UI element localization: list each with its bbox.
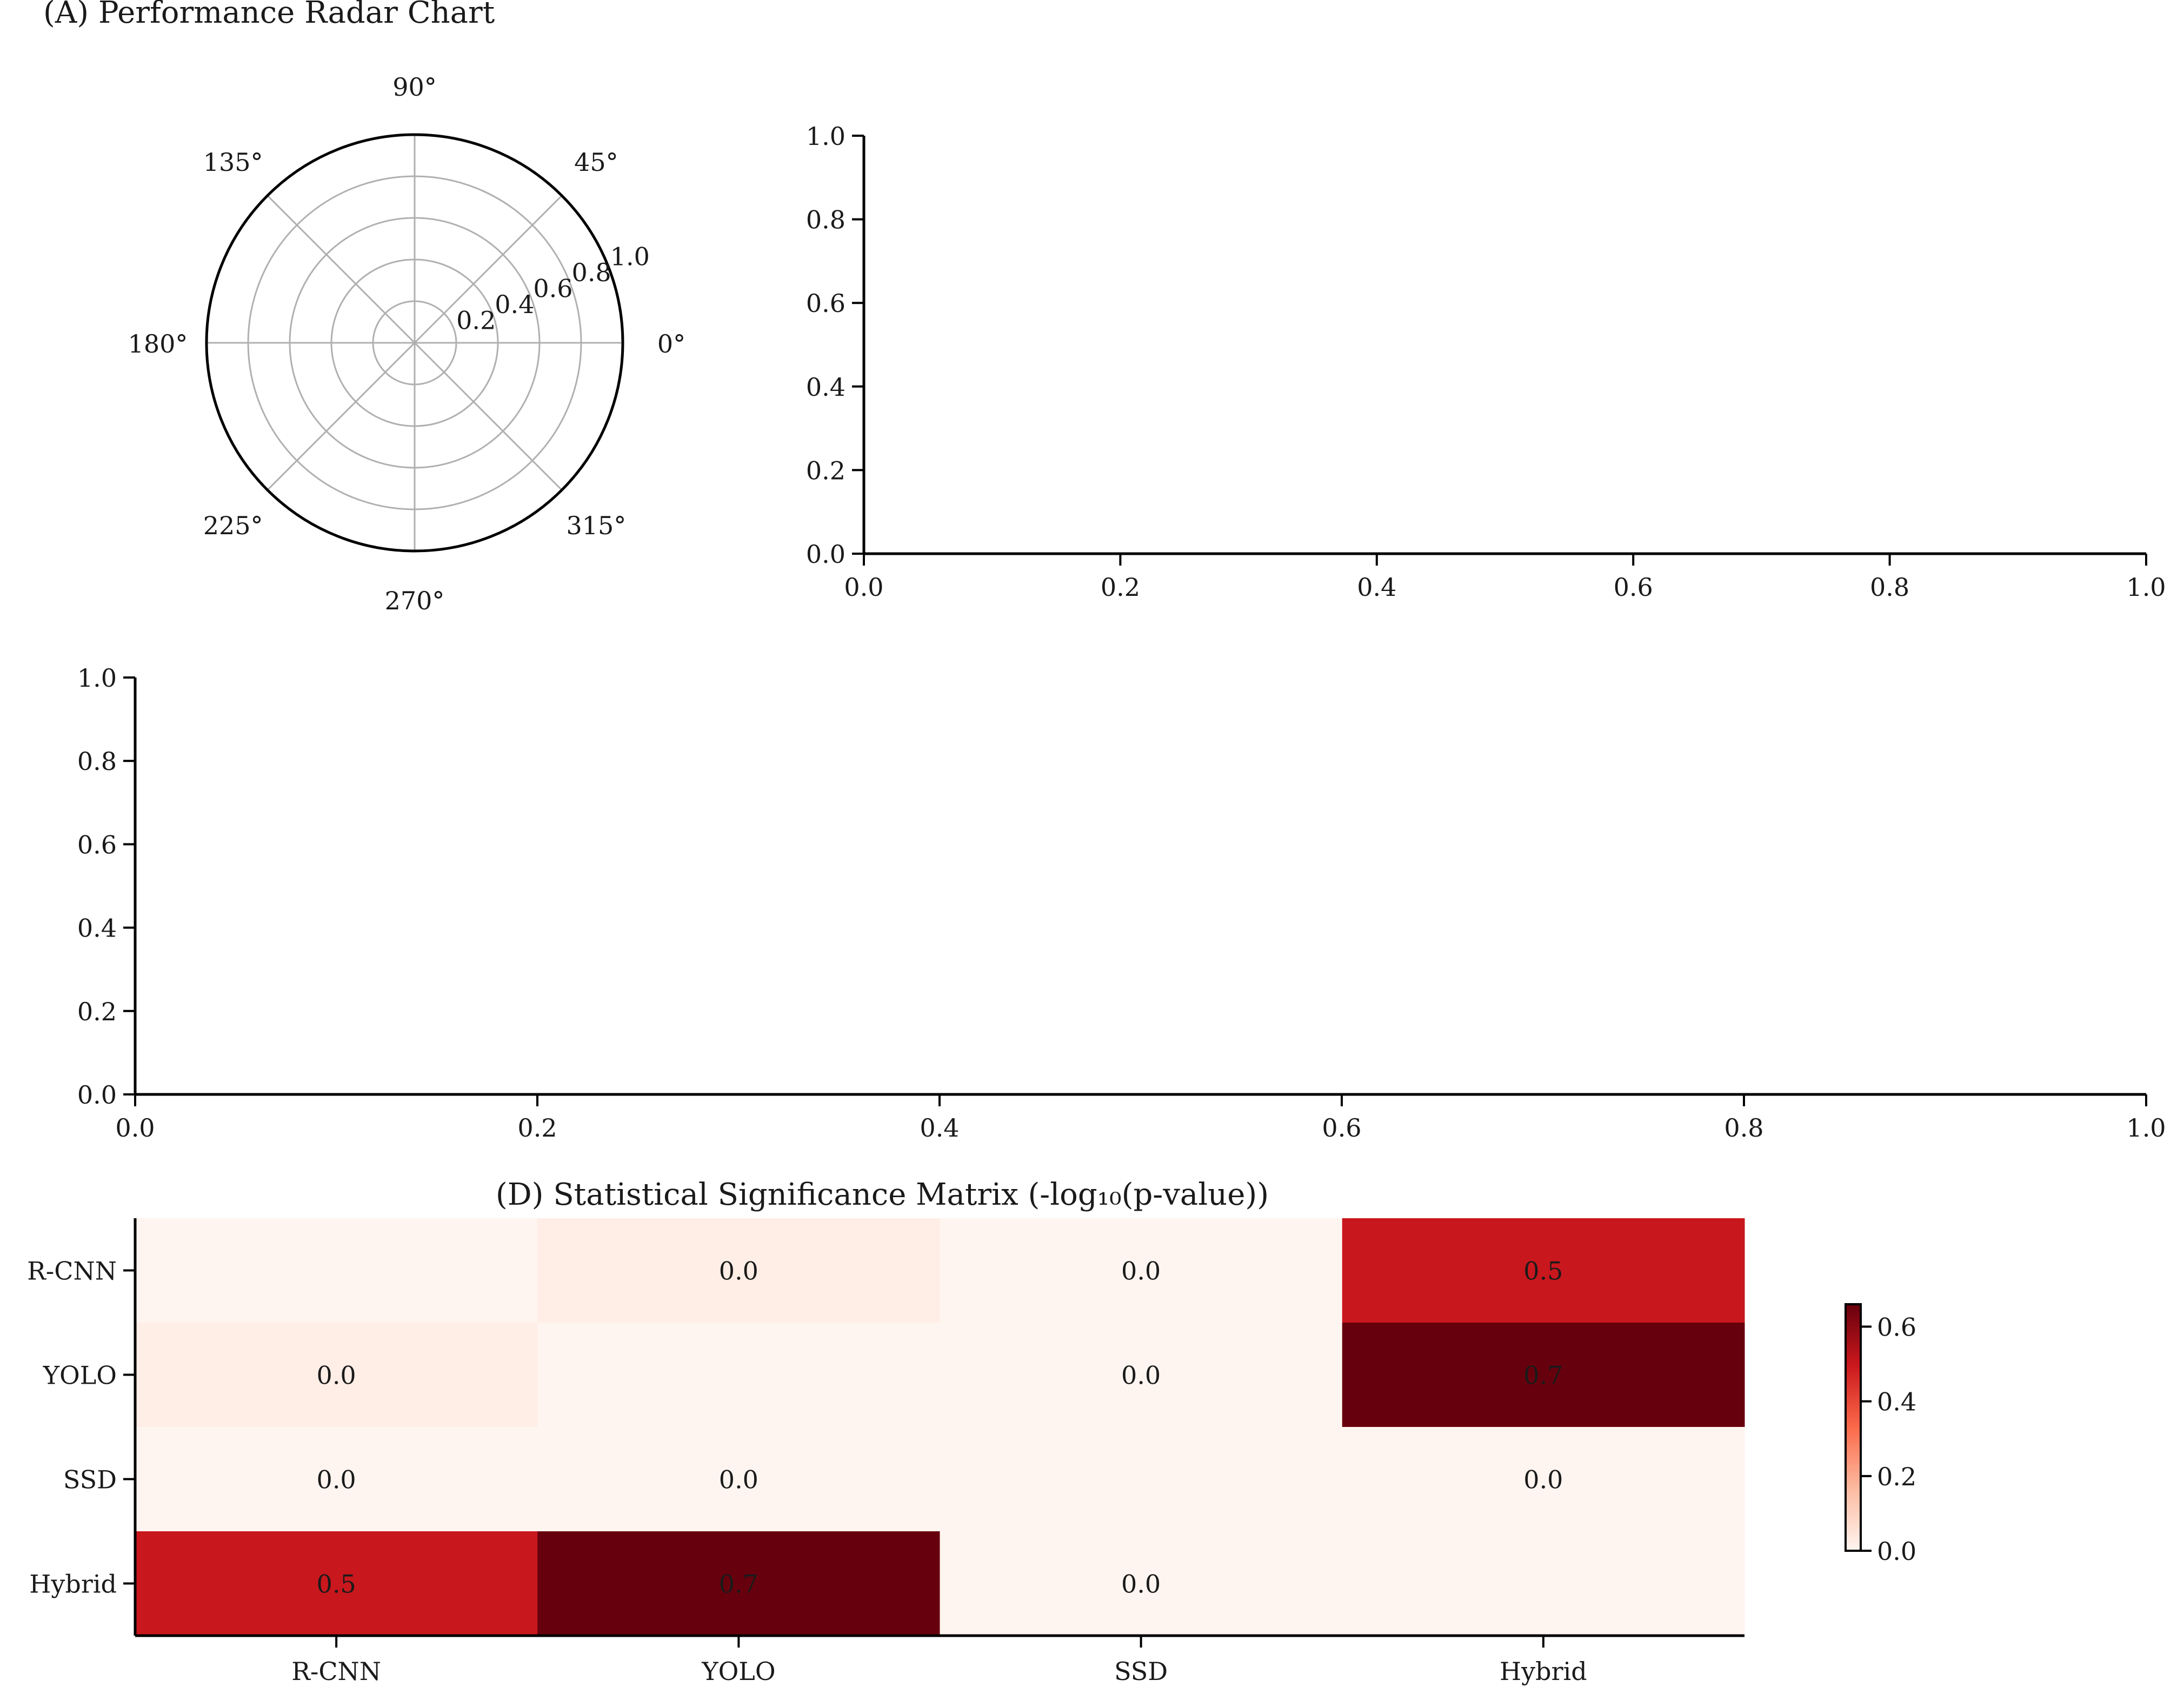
heatmap-y-tick-label: R-CNN xyxy=(27,1257,117,1286)
colorbar-tick-label: 0.6 xyxy=(1877,1312,1916,1342)
empty-axes-middle: 0.0 0.2 0.4 0.6 0.8 1.0 0.0 0.2 0.4 0.6 0.8 1.0 xyxy=(77,663,2166,1143)
y-tick-label: 0.6 xyxy=(77,830,117,859)
heatmap-cell-label: 0.0 xyxy=(1121,1361,1161,1390)
heatmap-cell xyxy=(537,1427,940,1532)
heatmap-cell xyxy=(1342,1323,1745,1427)
heatmap-cell xyxy=(537,1218,940,1323)
radar-angle-label: 90° xyxy=(392,72,437,102)
radar-radius-label: 0.4 xyxy=(495,290,534,319)
x-tick-label: 0.2 xyxy=(1101,573,1140,602)
radar-radius-label: 0.8 xyxy=(572,258,611,287)
heatmap-cell xyxy=(1342,1531,1745,1636)
heatmap-cell xyxy=(1342,1427,1745,1532)
radar-radius-label: 0.2 xyxy=(456,306,496,335)
y-tick-label: 1.0 xyxy=(806,122,845,151)
x-tick-label: 0.8 xyxy=(1724,1113,1763,1143)
heatmap-cell-label: 0.0 xyxy=(719,1465,758,1495)
heatmap-cell-label: 0.5 xyxy=(1523,1257,1563,1286)
radar-angle-labels: 0° 45° 90° 135° 180° 225° 270° 315° xyxy=(128,72,686,615)
colorbar-tick-label: 0.0 xyxy=(1877,1537,1916,1566)
radar-spoke xyxy=(414,342,563,491)
y-tick-label: 0.8 xyxy=(806,205,845,235)
significance-heatmap: (D) Statistical Significance Matrix (-lo… xyxy=(27,1177,1916,1686)
heatmap-x-tick-label: YOLO xyxy=(701,1657,775,1686)
heatmap-cell xyxy=(940,1323,1343,1427)
heatmap-x-tick-label: R-CNN xyxy=(291,1657,381,1686)
heatmap-cell-label: 0.0 xyxy=(317,1465,356,1495)
y-tick-label: 0.0 xyxy=(77,1080,117,1110)
x-tick-label: 0.6 xyxy=(1614,573,1653,602)
heatmap-cell-labels: 0.0 0.0 0.5 0.0 0.0 0.7 0.0 0.0 0.0 0.5 0.7 0.0 xyxy=(317,1257,1563,1599)
y-tick-label: 0.0 xyxy=(806,540,845,569)
radar-spokes xyxy=(207,135,623,551)
radar-angle-label: 315° xyxy=(566,511,626,540)
radar-angle-label: 45° xyxy=(574,148,618,177)
colorbar-tick-label: 0.2 xyxy=(1877,1462,1916,1491)
x-tick-label: 0.4 xyxy=(1357,573,1396,602)
heatmap-cell-label: 0.0 xyxy=(1121,1257,1161,1286)
x-tick-label: 0.2 xyxy=(517,1113,557,1143)
heatmap-cell xyxy=(1342,1218,1745,1323)
radar-angle-label: 135° xyxy=(203,148,263,177)
radar-panel: (A) Performance Radar Chart 0° 45° 90° 135°… xyxy=(43,0,685,615)
y-tick-label: 0.8 xyxy=(77,747,117,776)
colorbar: 0.0 0.2 0.4 0.6 xyxy=(1845,1303,1916,1566)
x-tick-label: 1.0 xyxy=(2126,573,2166,602)
heatmap-cell xyxy=(537,1531,940,1636)
radar-spoke xyxy=(267,342,416,491)
x-tick-label: 0.0 xyxy=(844,573,883,602)
heatmap-title: (D) Statistical Significance Matrix (-lo… xyxy=(496,1177,1269,1212)
radar-radius-label: 1.0 xyxy=(610,242,650,271)
colorbar-gradient xyxy=(1845,1303,1862,1552)
x-tick-label: 0.4 xyxy=(920,1113,959,1143)
radar-angle-label: 180° xyxy=(128,329,188,358)
y-tick-label: 0.6 xyxy=(806,289,845,318)
radar-angle-label: 225° xyxy=(203,511,263,540)
heatmap-cell-label: 0.0 xyxy=(1523,1465,1563,1495)
radar-title: (A) Performance Radar Chart xyxy=(43,0,495,30)
y-tick-label: 1.0 xyxy=(77,663,117,693)
heatmap-cell-label: 0.7 xyxy=(1523,1361,1563,1390)
heatmap-cell xyxy=(135,1218,538,1323)
heatmap-cell xyxy=(135,1427,538,1532)
heatmap-cell-label: 0.0 xyxy=(719,1257,758,1286)
x-tick-label: 0.8 xyxy=(1870,573,1909,602)
x-tick-label: 0.6 xyxy=(1322,1113,1361,1143)
y-tick-label: 0.4 xyxy=(806,373,845,402)
x-tick-label: 0.0 xyxy=(115,1113,155,1143)
empty-axes-top-right: 0.0 0.2 0.4 0.6 0.8 1.0 0.0 0.2 0.4 0.6 0.8 1.0 xyxy=(806,122,2166,602)
heatmap-y-tick-label: YOLO xyxy=(43,1361,117,1390)
heatmap-cell xyxy=(940,1218,1343,1323)
heatmap-cells xyxy=(135,1218,1745,1636)
heatmap-cell-label: 0.0 xyxy=(317,1361,356,1390)
heatmap-cell xyxy=(135,1323,538,1427)
radar-radius-labels: 0.20.40.60.81.0 xyxy=(456,242,650,335)
heatmap-cell xyxy=(537,1323,940,1427)
heatmap-x-tick-label: SSD xyxy=(1114,1657,1168,1686)
y-tick-label: 0.2 xyxy=(77,997,117,1026)
radar-angle-label: 270° xyxy=(385,586,445,615)
y-tick-label: 0.4 xyxy=(77,914,117,943)
heatmap-y-tick-label: SSD xyxy=(63,1465,117,1495)
heatmap-cell xyxy=(135,1531,538,1636)
heatmap-cell-label: 0.0 xyxy=(1121,1570,1161,1599)
heatmap-cell-label: 0.5 xyxy=(317,1570,356,1599)
heatmap-y-tick-label: Hybrid xyxy=(29,1570,117,1599)
heatmap-axes: R-CNN YOLO SSD Hybrid R-CNN YOLO SSD Hybrid xyxy=(27,1218,1744,1686)
heatmap-cell xyxy=(940,1531,1343,1636)
radar-radius-label: 0.6 xyxy=(533,274,572,303)
radar-outer-circle xyxy=(205,133,624,553)
heatmap-cell-label: 0.7 xyxy=(719,1570,758,1599)
heatmap-x-tick-label: Hybrid xyxy=(1500,1657,1587,1686)
y-tick-label: 0.2 xyxy=(806,456,845,485)
x-tick-label: 1.0 xyxy=(2126,1113,2166,1143)
radar-spoke xyxy=(267,195,416,344)
colorbar-tick-label: 0.4 xyxy=(1877,1387,1916,1417)
radar-angle-label: 0° xyxy=(657,329,685,358)
heatmap-cell xyxy=(940,1427,1343,1532)
radar-spoke xyxy=(414,195,563,344)
